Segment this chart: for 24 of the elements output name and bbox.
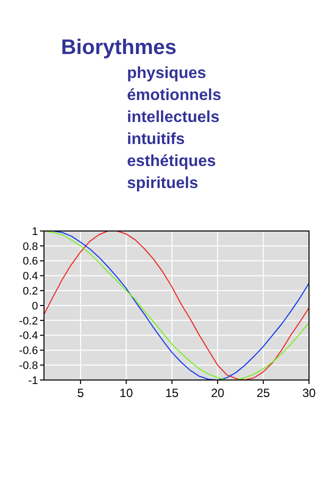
x-tick-label: 5: [77, 386, 84, 400]
y-tick-label: -0.6: [19, 345, 38, 358]
y-tick-label: 0: [32, 300, 38, 312]
x-tick-label: 15: [165, 386, 179, 400]
y-tick-label: 1: [32, 226, 38, 238]
text: intellectuels: [127, 109, 220, 126]
y-tick-label: 0.4: [22, 270, 38, 283]
chart-title: Biorythmes: [61, 36, 177, 59]
text: physiques: [127, 65, 206, 82]
x-tick-label: 25: [256, 386, 270, 400]
x-tick-label: 10: [120, 386, 134, 400]
y-tick-label: 0.8: [22, 240, 38, 253]
text: émotionnels: [127, 87, 222, 104]
x-tick-label: 20: [210, 386, 225, 400]
text: spirituels: [127, 175, 198, 192]
y-tick-label: 0.2: [22, 285, 38, 298]
y-tick-label: -0.4: [19, 330, 38, 342]
text: intuitifs: [127, 131, 185, 148]
text: esthétiques: [127, 153, 216, 170]
y-tick-label: 0.6: [22, 256, 38, 268]
y-tick-label: -0.8: [19, 360, 38, 372]
x-tick-label: 30: [302, 386, 316, 400]
y-tick-label: -1: [28, 374, 38, 387]
y-tick-label: -0.2: [19, 315, 38, 328]
